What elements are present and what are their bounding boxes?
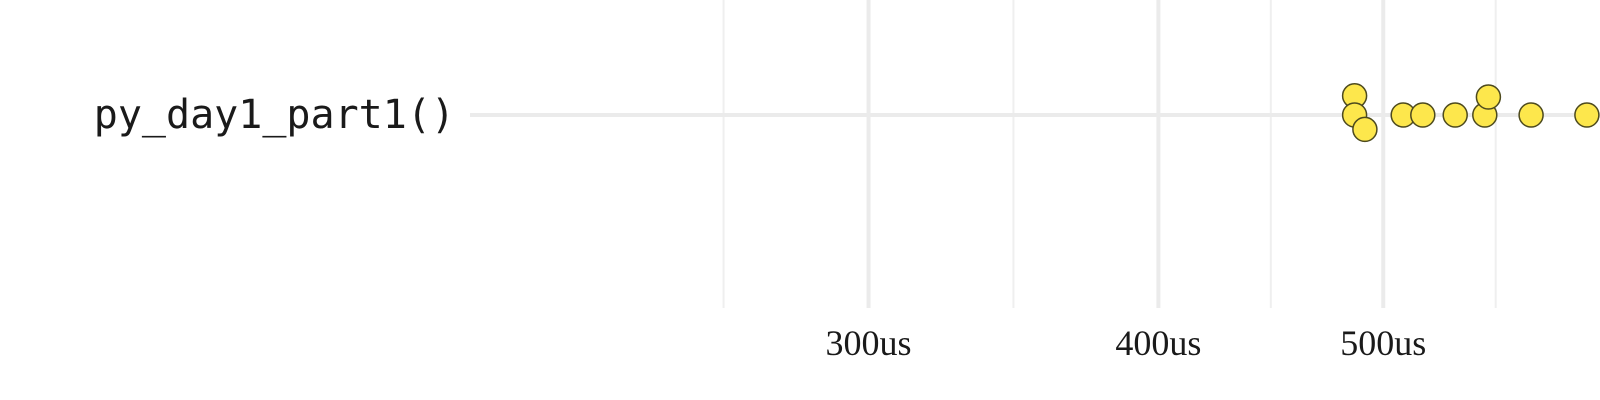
data-point xyxy=(1411,103,1435,127)
data-points xyxy=(1343,84,1599,142)
data-point xyxy=(1353,117,1377,141)
x-tick-label: 500us xyxy=(1340,323,1426,363)
category-labels: py_day1_part1() xyxy=(94,92,455,138)
data-point xyxy=(1575,103,1599,127)
minor-gridlines xyxy=(724,0,1496,308)
category-label: py_day1_part1() xyxy=(94,92,455,138)
data-point xyxy=(1476,85,1500,109)
data-point xyxy=(1443,103,1467,127)
data-point xyxy=(1519,103,1543,127)
x-tick-label: 300us xyxy=(826,323,912,363)
x-tick-labels: 300us 400us 500us xyxy=(826,323,1427,363)
major-gridlines xyxy=(869,0,1384,308)
x-tick-label: 400us xyxy=(1115,323,1201,363)
